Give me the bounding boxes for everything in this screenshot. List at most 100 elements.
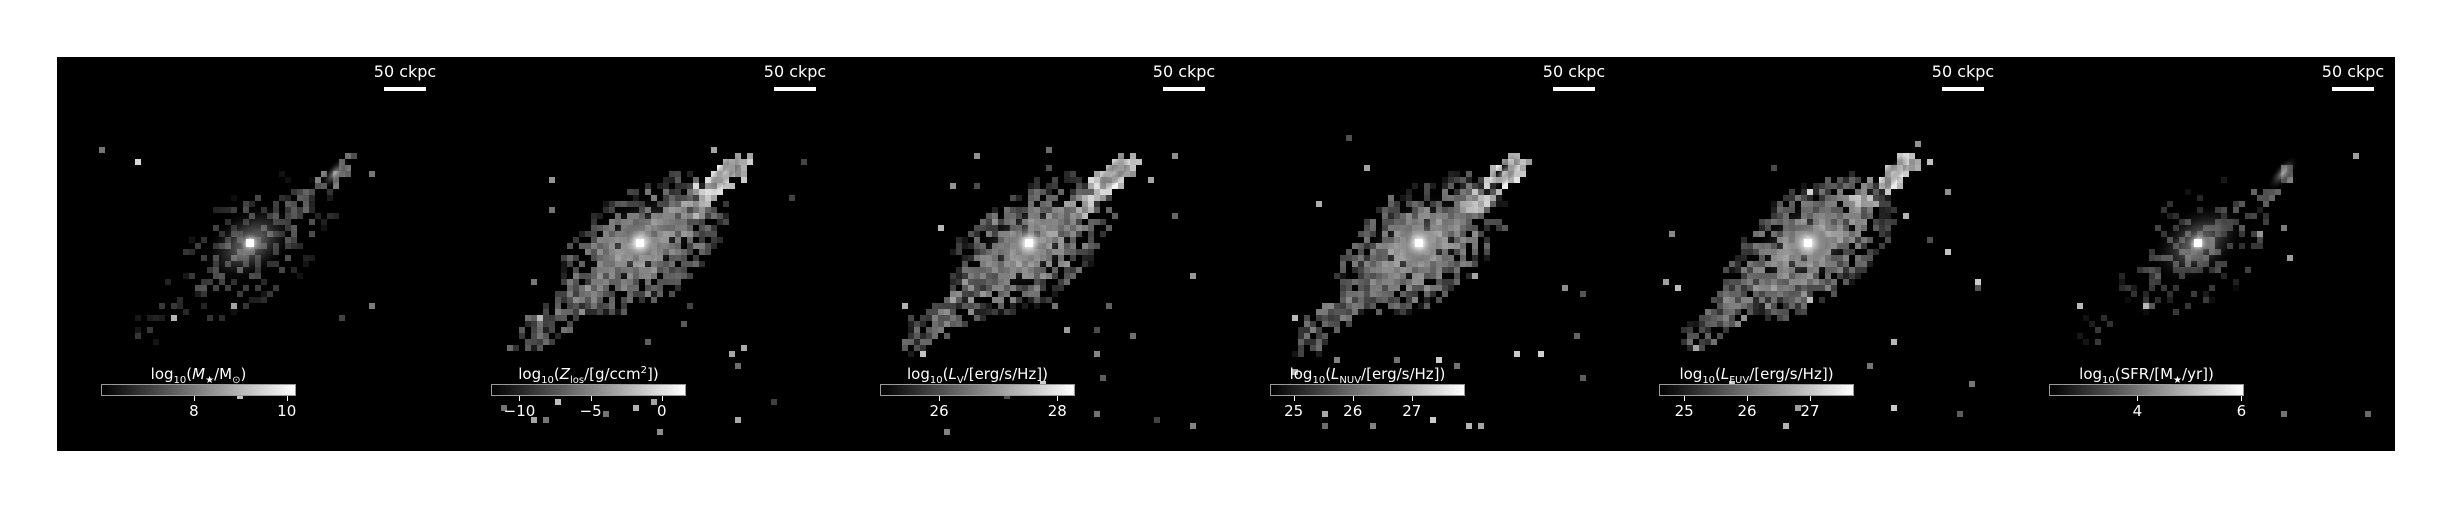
colorbar-title-units: /[g/ccm [584,365,641,383]
colorbar-tick-label: 6 [2236,402,2247,420]
colorbar-tick-label: 28 [1047,402,1067,420]
colorbar-title-log: log [1289,365,1313,383]
colorbar-title-log-base: 10 [541,375,554,386]
panel-v-band-luminosity: 50 ckpc log10(LV/[erg/s/Hz]) 26 28 [836,57,1225,451]
colorbar-tick [1293,396,1295,401]
galaxy-map-image [2077,153,2371,417]
panel-star-formation-rate: 50 ckpc log10(SFR/[M★/yr]) 4 6 [2005,57,2394,451]
scale-bar: 50 ckpc [1539,63,1609,91]
galaxy-map-image [1663,141,1981,429]
scale-bar-label: 50 ckpc [1152,62,1216,81]
galaxy-map-image [501,147,807,435]
colorbar-title-units: /M [214,365,233,383]
panel-gas-metallicity: 50 ckpc log10(Zlos/[g/ccm2]) −10 −5 0 [447,57,836,451]
colorbar-title-quantity: Z [559,365,570,383]
colorbar-tick-label: 26 [929,402,949,420]
colorbar-title: log10(LFUV/[erg/s/Hz]) [1659,362,1854,390]
colorbar-tick-label: 25 [1284,402,1304,420]
scale-bar-label: 50 ckpc [1542,62,1606,81]
colorbar-title-close: ) [2207,365,2214,383]
colorbar-title-open: ( [1715,365,1721,383]
scale-bar-label: 50 ckpc [763,62,827,81]
scale-bar-line [384,87,426,91]
colorbar-tick [590,396,592,401]
colorbar-tick-label: 26 [1343,402,1363,420]
colorbar-tick [1057,396,1059,401]
colorbar-tick [661,396,663,401]
colorbar-tick-label: 25 [1674,402,1694,420]
colorbar-title: log10(LNUV/[erg/s/Hz]) [1270,362,1465,390]
colorbar-title-open: ( [1325,365,1332,383]
colorbar-title-open: ( [553,365,560,383]
colorbar-tick [2241,396,2243,401]
colorbar-tick-label: 0 [657,402,667,420]
colorbar-tick [193,396,195,401]
colorbar-title-power: 2 [640,365,648,376]
scale-bar: 50 ckpc [1149,63,1219,91]
colorbar-tick [1411,396,1413,401]
colorbar-title-quantity-sub: FUV [1729,375,1750,386]
colorbar-title-units: /yr] [2182,365,2208,383]
colorbar-gradient [2049,384,2244,396]
scale-bar-label: 50 ckpc [373,62,437,81]
colorbar-title-quantity: SFR/[M [2120,365,2174,383]
scale-bar: 50 ckpc [760,63,830,91]
colorbar-title-log: log [906,365,930,383]
colorbar-title-log: log [518,365,542,383]
scale-bar-line [1942,87,1984,91]
image-strip: 50 ckpc log10(M★/M⊙) 8 10 50 ckpc log10(Zlos… [57,57,2395,451]
galaxy-map-image [1292,135,1586,429]
colorbar-tick [1352,396,1354,401]
panel-fuv-luminosity: 50 ckpc log10(LFUV/[erg/s/Hz]) 25 26 27 [1615,57,2004,451]
scale-bar: 50 ckpc [370,63,440,91]
colorbar-title-open: ( [942,365,949,383]
colorbar-title-quantity-sub: los [569,375,585,386]
scale-bar-line [1553,87,1595,91]
colorbar-title-open: ( [2114,365,2121,383]
panel-nuv-luminosity: 50 ckpc log10(LNUV/[erg/s/Hz]) 25 26 27 [1226,57,1615,451]
colorbar-title: log10(Zlos/[g/ccm2]) [491,362,686,390]
colorbar-gradient [1659,384,1854,396]
colorbar-title-quantity-sub: NUV [1339,375,1362,386]
colorbar-tick-label: 4 [2132,402,2143,420]
colorbar-tick [1747,396,1749,401]
colorbar-title-quantity: L [1720,365,1730,383]
colorbar-title-quantity: M [192,365,206,383]
colorbar-tick [1684,396,1686,401]
colorbar-title-close: ) [1439,365,1446,383]
scale-bar-line [774,87,816,91]
colorbar-title-log: log [150,365,174,383]
scale-bar-label: 50 ckpc [2321,62,2385,81]
colorbar-tick-label: 8 [189,402,199,420]
colorbar-title-close: ]) [647,365,659,383]
scale-bar-label: 50 ckpc [1931,62,1995,81]
colorbar-title: log10(M★/M⊙) [101,362,296,390]
colorbar-title-units: /[erg/s/Hz] [1361,365,1440,383]
colorbar-gradient [491,384,686,396]
scale-bar: 50 ckpc [1928,63,1998,91]
colorbar-title-close: ) [240,365,247,383]
colorbar-title-quantity-sub: ★ [205,375,215,386]
colorbar-tick [1809,396,1811,401]
scale-bar-line [2332,87,2374,91]
colorbar-tick-label: 27 [1402,402,1422,420]
colorbar-gradient [1270,384,1465,396]
colorbar-title-units: /[erg/s/Hz] [963,365,1043,383]
colorbar-tick [939,396,941,401]
colorbar-title-quantity-sub: ★ [2173,375,2183,386]
colorbar-tick-label: 10 [277,402,297,420]
colorbar-title-log-base: 10 [2102,375,2115,386]
colorbar-title-log-base: 10 [929,375,943,386]
colorbar-title-log-base: 10 [1312,375,1326,386]
colorbar-title-log: log [1679,365,1703,383]
panel-stellar-mass: 50 ckpc log10(M★/M⊙) 8 10 [57,57,446,451]
colorbar-title-quantity-sub: V [956,375,964,386]
colorbar-title-close: ) [1042,365,1049,383]
colorbar-tick [519,396,521,401]
scale-bar-line [1163,87,1205,91]
colorbar-title-units: /[erg/s/Hz] [1749,365,1828,383]
galaxy-map-image [902,147,1196,435]
colorbar-title-units-sub: ⊙ [232,375,241,386]
colorbar-tick-label: −10 [503,402,536,420]
colorbar-tick-label: 27 [1800,402,1820,420]
